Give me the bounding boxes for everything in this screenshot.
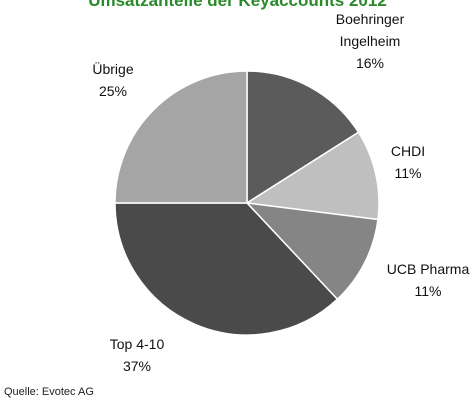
value-label: 16% [355,55,385,71]
slice-label: UCB Pharma 11% [373,258,475,302]
value-label: 11% [394,165,422,181]
value-label: 37% [122,358,152,374]
category-label: CHDI [390,143,426,159]
value-label: 25% [98,83,128,99]
slice-label: Boehringer Ingelheim 16% [325,8,415,74]
source-note: Quelle: Evotec AG [4,386,94,398]
slice-label: Top 4-10 37% [92,333,182,377]
pie-slice [245,201,379,301]
category-label: Top 4-10 [109,336,165,352]
slice-label: CHDI 11% [378,140,438,184]
pie-slice [244,131,380,221]
slice-label: Übrige 25% [73,58,153,102]
chart-title: Umsatzanteile der Keyaccounts 2012 [88,0,387,10]
pie-slice [114,202,339,336]
value-label: 11% [414,283,442,299]
category-label: UCB Pharma [386,261,470,277]
pie-slice [246,70,360,205]
category-label: Übrige [92,61,134,77]
pie-slice [114,70,248,204]
category-label: Boehringer Ingelheim [335,11,405,49]
